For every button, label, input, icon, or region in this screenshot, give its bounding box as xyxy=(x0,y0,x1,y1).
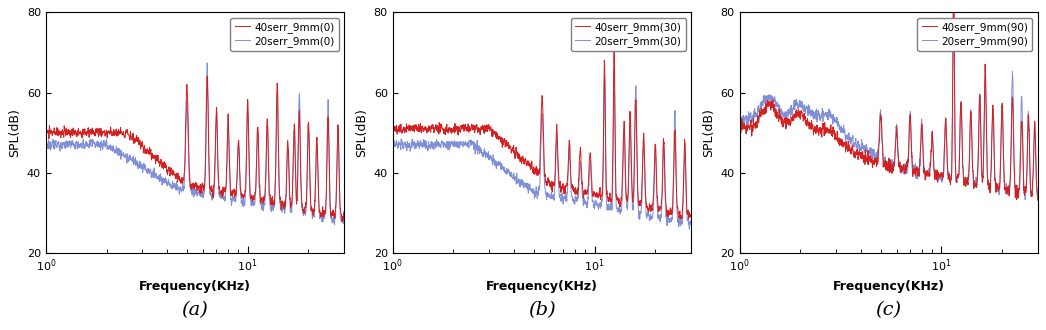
20serr_9mm(30) xyxy=(523,182,536,186)
20serr_9mm(90) xyxy=(870,154,883,158)
20serr_9mm(90) xyxy=(733,122,746,126)
20serr_9mm(0) xyxy=(201,61,213,65)
40serr_9mm(90) xyxy=(1023,128,1036,132)
20serr_9mm(90) xyxy=(969,185,981,189)
40serr_9mm(30) xyxy=(608,43,620,47)
40serr_9mm(0) xyxy=(338,210,350,214)
40serr_9mm(90) xyxy=(879,164,891,168)
40serr_9mm(0) xyxy=(177,180,189,184)
40serr_9mm(90) xyxy=(870,165,883,169)
40serr_9mm(30) xyxy=(523,164,536,168)
Y-axis label: SPL(dB): SPL(dB) xyxy=(8,108,21,157)
20serr_9mm(0) xyxy=(54,141,67,145)
Line: 20serr_9mm(0): 20serr_9mm(0) xyxy=(46,63,344,225)
20serr_9mm(90) xyxy=(948,2,960,6)
20serr_9mm(30) xyxy=(683,227,696,231)
20serr_9mm(0) xyxy=(328,223,341,227)
20serr_9mm(90) xyxy=(1023,130,1036,134)
Text: (c): (c) xyxy=(876,301,902,319)
20serr_9mm(0) xyxy=(274,206,287,210)
20serr_9mm(0) xyxy=(40,140,52,144)
Y-axis label: SPL(dB): SPL(dB) xyxy=(702,108,715,157)
Line: 40serr_9mm(30): 40serr_9mm(30) xyxy=(392,45,690,219)
40serr_9mm(30) xyxy=(386,128,399,132)
20serr_9mm(30) xyxy=(531,190,544,194)
20serr_9mm(0) xyxy=(338,222,350,226)
20serr_9mm(0) xyxy=(329,211,342,214)
20serr_9mm(30) xyxy=(676,222,688,226)
Line: 20serr_9mm(30): 20serr_9mm(30) xyxy=(392,70,690,229)
20serr_9mm(30) xyxy=(684,219,697,223)
20serr_9mm(90) xyxy=(879,156,891,160)
Line: 20serr_9mm(90): 20serr_9mm(90) xyxy=(740,4,1038,200)
40serr_9mm(30) xyxy=(621,196,634,200)
40serr_9mm(0) xyxy=(184,183,197,187)
40serr_9mm(30) xyxy=(676,206,688,210)
20serr_9mm(90) xyxy=(1031,190,1044,194)
40serr_9mm(90) xyxy=(969,183,981,187)
40serr_9mm(90) xyxy=(1023,128,1036,132)
40serr_9mm(0) xyxy=(336,220,348,224)
Legend: 40serr_9mm(0), 20serr_9mm(0): 40serr_9mm(0), 20serr_9mm(0) xyxy=(230,17,339,51)
40serr_9mm(90) xyxy=(1031,198,1044,202)
20serr_9mm(30) xyxy=(621,205,634,209)
20serr_9mm(30) xyxy=(402,146,414,150)
40serr_9mm(0) xyxy=(329,208,342,212)
20serr_9mm(90) xyxy=(1019,198,1031,202)
40serr_9mm(90) xyxy=(733,132,746,136)
40serr_9mm(0) xyxy=(40,126,52,130)
Y-axis label: SPL(dB): SPL(dB) xyxy=(356,108,368,157)
40serr_9mm(0) xyxy=(274,200,287,204)
Text: (a): (a) xyxy=(182,301,208,319)
Legend: 40serr_9mm(30), 20serr_9mm(30): 40serr_9mm(30), 20serr_9mm(30) xyxy=(571,17,685,51)
Line: 40serr_9mm(0): 40serr_9mm(0) xyxy=(46,76,344,222)
X-axis label: Frequency(KHz): Frequency(KHz) xyxy=(139,280,251,293)
40serr_9mm(90) xyxy=(749,122,761,126)
20serr_9mm(90) xyxy=(749,107,761,111)
20serr_9mm(0) xyxy=(329,212,342,216)
Text: (b): (b) xyxy=(528,301,555,319)
20serr_9mm(30) xyxy=(608,68,620,72)
40serr_9mm(30) xyxy=(675,217,687,221)
40serr_9mm(0) xyxy=(54,134,67,138)
40serr_9mm(30) xyxy=(531,170,544,174)
40serr_9mm(0) xyxy=(201,74,213,78)
Line: 40serr_9mm(90): 40serr_9mm(90) xyxy=(740,0,1038,200)
40serr_9mm(30) xyxy=(402,126,414,130)
20serr_9mm(30) xyxy=(676,220,688,224)
40serr_9mm(30) xyxy=(676,209,688,213)
40serr_9mm(0) xyxy=(329,205,342,209)
40serr_9mm(30) xyxy=(684,214,697,218)
20serr_9mm(0) xyxy=(177,187,189,191)
20serr_9mm(30) xyxy=(386,145,399,148)
X-axis label: Frequency(KHz): Frequency(KHz) xyxy=(485,280,597,293)
20serr_9mm(0) xyxy=(184,188,197,192)
X-axis label: Frequency(KHz): Frequency(KHz) xyxy=(833,280,945,293)
20serr_9mm(90) xyxy=(1023,138,1036,142)
Legend: 40serr_9mm(90), 20serr_9mm(90): 40serr_9mm(90), 20serr_9mm(90) xyxy=(917,17,1032,51)
